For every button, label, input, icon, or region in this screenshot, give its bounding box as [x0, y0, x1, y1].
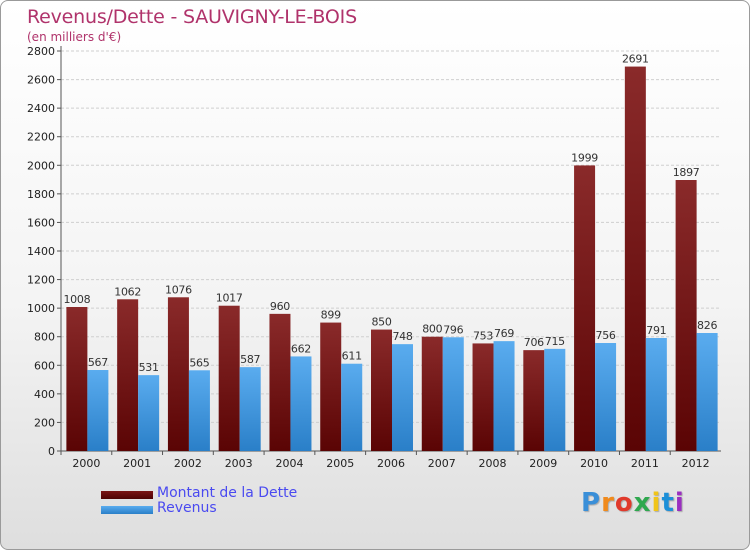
data-label-revenue: 565 — [189, 356, 209, 369]
x-tick-label: 2006 — [377, 457, 405, 470]
x-tick-label: 2007 — [428, 457, 456, 470]
data-label-debt: 1897 — [673, 166, 700, 179]
bar-debt — [167, 297, 189, 451]
data-label-revenue: 748 — [392, 330, 412, 343]
bar-revenue — [138, 375, 160, 451]
chart-subtitle: (en milliers d'€) — [27, 30, 122, 44]
data-label-debt: 706 — [524, 336, 544, 349]
x-tick-label: 2000 — [72, 457, 100, 470]
y-tick-label: 2000 — [27, 159, 55, 172]
x-tick-label: 2001 — [123, 457, 151, 470]
data-label-debt: 800 — [422, 323, 442, 336]
x-tick-label: 2003 — [225, 457, 253, 470]
data-label-debt: 850 — [371, 316, 391, 329]
y-tick-label: 1600 — [27, 216, 55, 229]
bar-revenue — [595, 343, 617, 451]
bar-revenue — [696, 333, 718, 451]
y-tick-label: 400 — [34, 388, 55, 401]
x-tick-label: 2004 — [275, 457, 303, 470]
data-label-revenue: 611 — [342, 350, 362, 363]
bar-debt — [421, 336, 443, 451]
x-tick-label: 2005 — [326, 457, 354, 470]
data-label-debt: 1008 — [63, 293, 90, 306]
bar-revenue — [239, 367, 261, 451]
x-tick-label: 2009 — [529, 457, 557, 470]
data-label-debt: 1062 — [114, 285, 141, 298]
y-tick-label: 1800 — [27, 188, 55, 201]
x-tick-label: 2012 — [682, 457, 710, 470]
data-label-revenue: 756 — [596, 329, 616, 342]
data-label-revenue: 662 — [291, 342, 311, 355]
data-label-debt: 899 — [321, 309, 341, 322]
data-label-revenue: 587 — [240, 353, 260, 366]
x-tick-label: 2011 — [631, 457, 659, 470]
y-tick-label: 1000 — [27, 302, 55, 315]
data-label-revenue: 531 — [139, 361, 159, 374]
bar-revenue — [442, 337, 464, 451]
data-label-revenue: 567 — [88, 356, 108, 369]
bar-debt — [269, 313, 291, 451]
bar-revenue — [493, 341, 515, 451]
bar-revenue — [290, 356, 312, 451]
legend-swatch-revenue — [101, 506, 153, 514]
data-label-debt: 1999 — [571, 151, 598, 164]
legend-label-revenue: Revenus — [157, 500, 217, 516]
bar-revenue — [544, 348, 566, 451]
proxiti-logo: Proxiti — [581, 488, 685, 518]
y-tick-label: 2600 — [27, 74, 55, 87]
y-tick-label: 2400 — [27, 102, 55, 115]
legend-swatch-debt — [101, 491, 153, 499]
data-label-debt: 2691 — [622, 53, 649, 66]
bar-debt — [218, 305, 240, 451]
y-tick-label: 2800 — [27, 45, 55, 58]
bar-revenue — [392, 344, 413, 451]
bars — [66, 66, 718, 452]
data-label-revenue: 796 — [443, 323, 463, 336]
data-label-revenue: 769 — [494, 327, 514, 340]
y-tick-label: 200 — [34, 416, 55, 429]
y-tick-label: 0 — [48, 445, 55, 458]
data-label-debt: 960 — [270, 300, 290, 313]
bar-debt — [117, 299, 139, 451]
data-label-debt: 753 — [473, 329, 493, 342]
bar-debt — [66, 307, 88, 451]
data-label-revenue: 826 — [697, 319, 717, 332]
data-label-debt: 1017 — [216, 292, 243, 305]
bar-debt — [624, 66, 646, 452]
x-tick-label: 2002 — [174, 457, 202, 470]
data-label-debt: 1076 — [165, 283, 192, 296]
bar-revenue — [645, 338, 667, 451]
y-tick-label: 600 — [34, 359, 55, 372]
x-tick-label: 2010 — [580, 457, 608, 470]
chart-title: Revenus/Dette - SAUVIGNY-LE-BOIS — [27, 6, 357, 28]
bar-debt — [371, 329, 392, 451]
y-tick-label: 1400 — [27, 245, 55, 258]
x-tick-label: 2008 — [479, 457, 507, 470]
labels: 0 200 400 600 800 1000 1200 1400 1600 1800 2000 220… — [27, 45, 718, 470]
y-tick-label: 2200 — [27, 131, 55, 144]
bar-debt — [523, 350, 545, 451]
bar-debt — [675, 180, 697, 451]
y-tick-label: 1200 — [27, 274, 55, 287]
bar-revenue — [188, 370, 210, 451]
data-label-revenue: 791 — [646, 324, 666, 337]
bar-revenue — [87, 370, 109, 451]
data-label-revenue: 715 — [545, 335, 565, 348]
bar-debt — [574, 165, 596, 451]
bar-revenue — [341, 363, 363, 451]
legend-label-debt: Montant de la Dette — [157, 485, 298, 501]
bar-debt — [320, 322, 342, 451]
bar-debt — [472, 343, 494, 451]
y-tick-label: 800 — [34, 331, 55, 344]
